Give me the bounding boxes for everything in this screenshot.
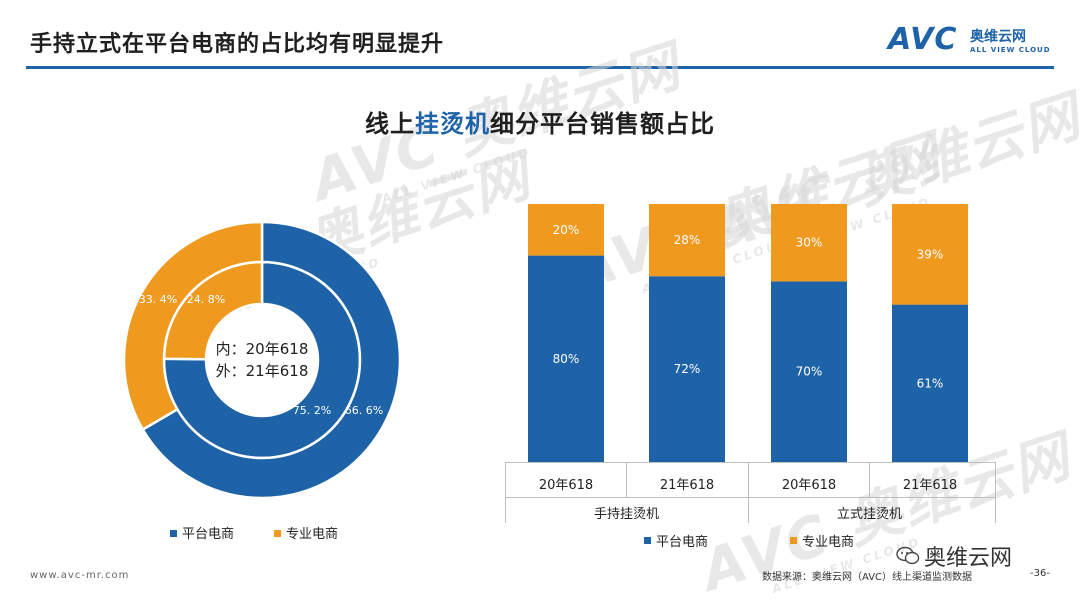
bar-category-label-1: 21年618 — [660, 478, 714, 493]
bar-3-series-0 — [892, 304, 968, 462]
bar-3-series-1 — [892, 204, 968, 305]
bar-label-1-series-1: 28% — [674, 233, 701, 247]
header-divider — [26, 66, 1054, 69]
donut-slice-outer-0 — [141, 220, 402, 500]
donut-slice-outer-1 — [122, 220, 264, 432]
chart-title: 线上挂烫机细分平台销售额占比 — [365, 110, 715, 138]
footer-url: www.avc-mr.com — [30, 570, 130, 581]
donut-legend-label-1: 专业电商 — [286, 527, 338, 542]
donut-label-inner-0: 75. 2% — [293, 404, 331, 417]
donut-center-inner-label: 内：20年618 — [216, 340, 309, 358]
logo-en-text: ALL VIEW CLOUD — [970, 46, 1051, 54]
bar-label-3-series-0: 61% — [917, 376, 944, 390]
wechat-badge: 奥维云网 — [896, 540, 1012, 572]
bar-label-2-series-1: 30% — [796, 236, 823, 250]
wechat-name: 奥维云网 — [924, 546, 1013, 571]
page-number: -36- — [1030, 568, 1050, 579]
donut-legend-swatch-0 — [170, 530, 177, 537]
bar-group-label-1: 立式挂烫机 — [837, 507, 902, 522]
logo-avc-text: AVC — [888, 22, 958, 57]
data-source: 数据来源：奥维云网（AVC）线上渠道监测数据 — [762, 572, 973, 583]
bar-label-0-series-1: 20% — [553, 223, 580, 237]
donut-label-outer-0: 66. 6% — [345, 404, 383, 417]
bar-2-series-0 — [771, 281, 847, 462]
bar-1-series-0 — [649, 276, 725, 462]
bar-0-series-0 — [528, 255, 604, 462]
bar-legend-label-0: 平台电商 — [656, 535, 708, 550]
donut-legend-label-0: 平台电商 — [182, 527, 234, 542]
bar-category-label-2: 20年618 — [782, 478, 836, 493]
bar-category-label-0: 20年618 — [539, 478, 593, 493]
logo-cn-text: 奥维云网 — [970, 29, 1026, 45]
bar-label-1-series-0: 72% — [674, 362, 701, 376]
bar-1-series-1 — [649, 204, 725, 277]
bar-legend-swatch-0 — [644, 537, 651, 544]
donut-label-outer-1: 33. 4% — [139, 293, 177, 306]
bar-2-series-1 — [771, 204, 847, 282]
bar-0-series-1 — [528, 204, 604, 256]
bar-group-label-0: 手持挂烫机 — [594, 507, 659, 522]
bar-legend-label-1: 专业电商 — [802, 535, 854, 550]
bar-label-0-series-0: 80% — [553, 352, 580, 366]
page-title: 手持立式在平台电商的占比均有明显提升 — [30, 32, 445, 57]
donut-center-outer-label: 外：21年618 — [216, 362, 309, 380]
bar-category-label-3: 21年618 — [903, 478, 957, 493]
donut-label-inner-1: 24. 8% — [187, 293, 225, 306]
brand-logo: AVC 奥维云网 ALL VIEW CLOUD — [888, 22, 1058, 62]
bar-legend-swatch-1 — [790, 537, 797, 544]
bar-label-2-series-0: 70% — [796, 365, 823, 379]
wechat-icon — [896, 546, 920, 566]
donut-legend-swatch-1 — [274, 530, 281, 537]
bar-label-3-series-1: 39% — [917, 247, 944, 261]
